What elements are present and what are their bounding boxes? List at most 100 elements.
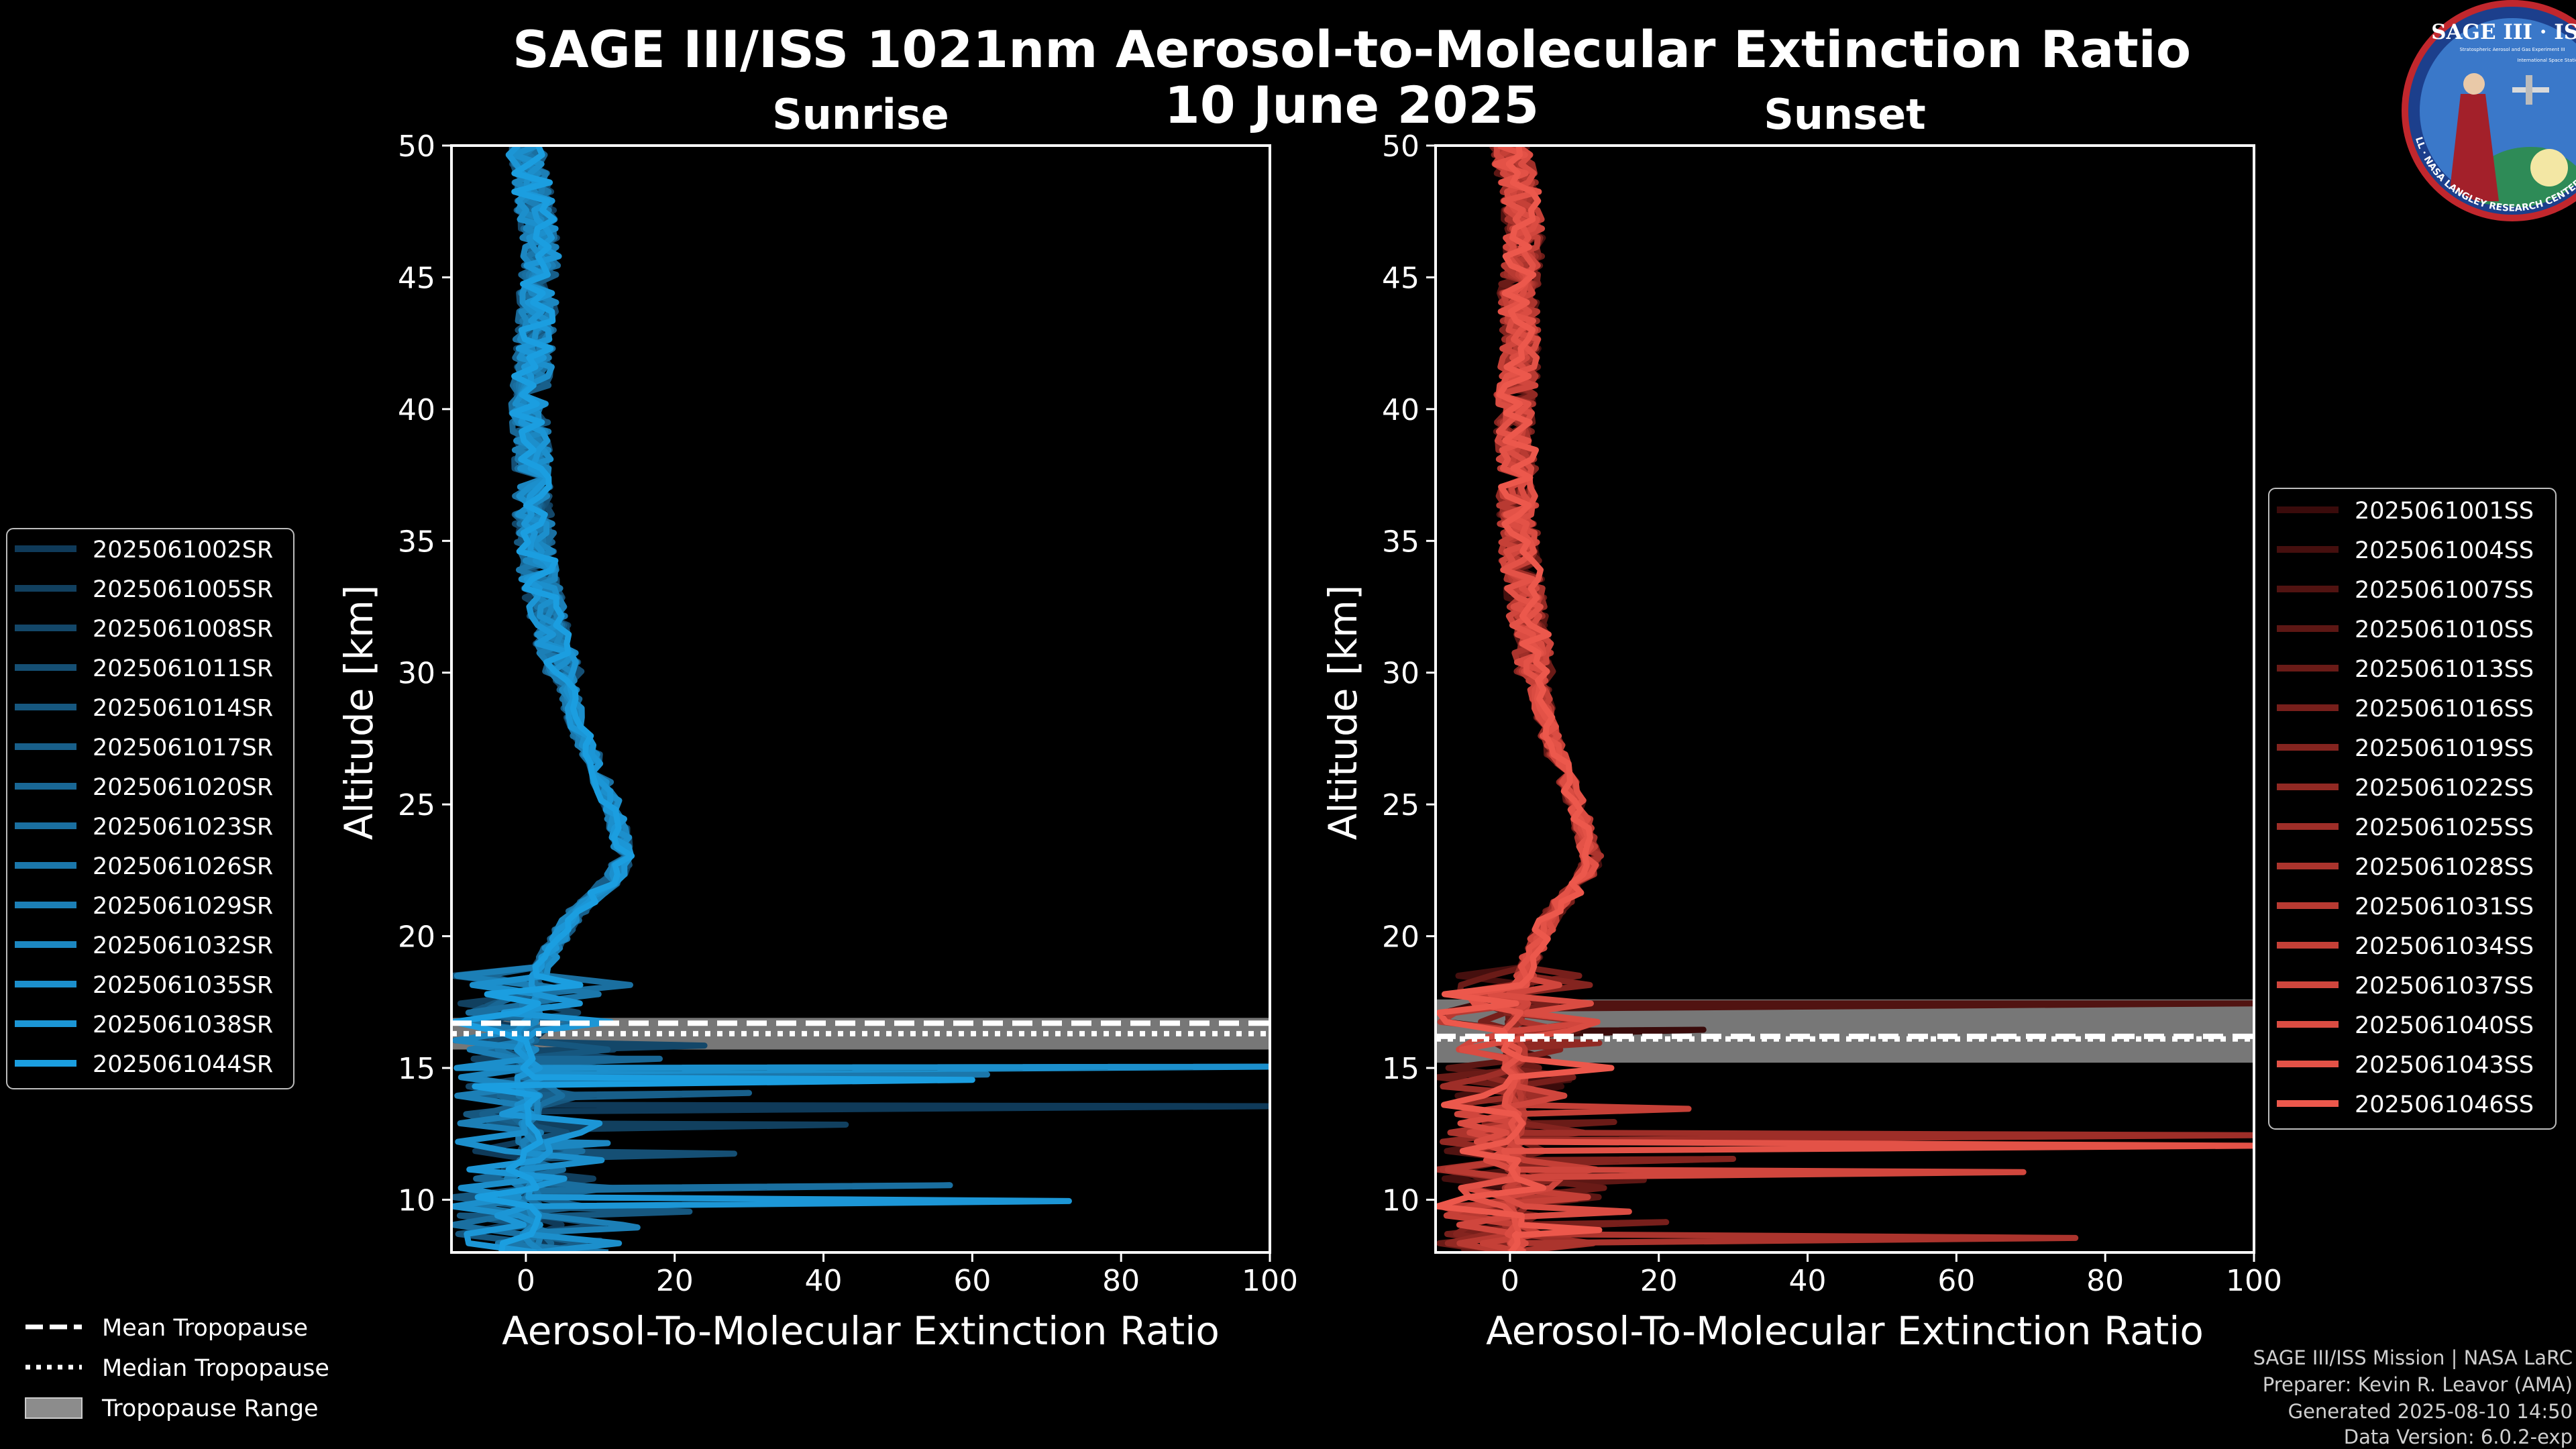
sunset-legend-label: 2025061013SS xyxy=(2355,656,2534,683)
sunrise-legend-label: 2025061032SR xyxy=(93,932,273,959)
sunrise-legend-label: 2025061005SR xyxy=(93,576,273,603)
logo-sun-shape xyxy=(2530,149,2568,186)
figure-title: SAGE III/ISS 1021nm Aerosol-to-Molecular… xyxy=(513,19,2191,79)
sunrise-ytick-label: 15 xyxy=(398,1052,435,1086)
sunset-clip-group xyxy=(1436,146,2254,1252)
sunset-legend-label: 2025061010SS xyxy=(2355,616,2534,643)
sunrise-ytick-label: 40 xyxy=(398,393,435,427)
sunset-legend-label: 2025061043SS xyxy=(2355,1052,2534,1079)
sunrise-legend-label: 2025061011SR xyxy=(93,655,273,682)
sunrise-xtick-label: 0 xyxy=(517,1264,535,1298)
sunrise-legend-label: 2025061020SR xyxy=(93,774,273,801)
sunrise-panel: Sunrise 0 20 40 60 80 100 10 15 20 25 30 35 40 45 50 Aer… xyxy=(336,90,1298,1354)
logo-station-panel xyxy=(2526,75,2532,105)
sunrise-legend-label: 2025061017SR xyxy=(93,735,273,761)
logo-top-text: SAGE III · ISS xyxy=(2431,20,2576,44)
sunset-legend-label: 2025061019SS xyxy=(2355,735,2534,762)
tropopause-legend: Mean Tropopause Median Tropopause Tropop… xyxy=(25,1315,329,1422)
sunset-legend-label: 2025061040SS xyxy=(2355,1012,2534,1039)
figure-date: 10 June 2025 xyxy=(1165,75,1539,135)
sunset-series-line-2025061043SS xyxy=(1458,146,2254,1252)
sunset-ytick-label: 50 xyxy=(1382,129,1419,164)
sunrise-legend-box xyxy=(6,528,294,1089)
sunset-ytick-label: 30 xyxy=(1382,657,1419,691)
sunrise-legend-label: 2025061026SR xyxy=(93,853,273,880)
sunset-legend-box xyxy=(2268,488,2557,1130)
sunrise-legend-label: 2025061029SR xyxy=(93,893,273,920)
sunset-legend-label: 2025061037SS xyxy=(2355,973,2534,1000)
sunset-axes-frame xyxy=(1434,144,2255,1254)
sunrise-legend-label: 2025061044SR xyxy=(93,1051,273,1078)
sunset-ytick-label: 35 xyxy=(1382,525,1419,559)
sunrise-xtick-label: 20 xyxy=(656,1264,694,1298)
sunrise-xtick-label: 40 xyxy=(805,1264,843,1298)
sunrise-ytick-label: 50 xyxy=(398,129,435,164)
sunrise-ytick-label: 20 xyxy=(398,920,435,955)
sunset-legend-label: 2025061007SS xyxy=(2355,577,2534,604)
sunset-legend-label: 2025061025SS xyxy=(2355,814,2534,841)
logo-tiny-text: Stratospheric Aerosol and Gas Experiment… xyxy=(2459,47,2565,52)
sunset-xtick-label: 20 xyxy=(1640,1264,1678,1298)
sunset-legend-label: 2025061034SS xyxy=(2355,933,2534,960)
median-tropopause-label: Median Tropopause xyxy=(102,1355,329,1382)
sunset-panel: Sunset 0 20 40 60 80 100 10 15 20 25 30 35 40 45 50 Aero… xyxy=(1320,90,2282,1354)
sunset-ytick-label: 10 xyxy=(1382,1183,1419,1218)
sunset-plot-area xyxy=(1436,146,2254,1252)
tropopause-range-label: Tropopause Range xyxy=(101,1395,319,1422)
tropopause-range-swatch xyxy=(25,1397,83,1419)
sunrise-legend-label: 2025061002SR xyxy=(93,537,273,564)
sunset-ytick-label: 40 xyxy=(1382,393,1419,427)
sunrise-legend-label: 2025061014SR xyxy=(93,695,273,722)
sunset-legend-label: 2025061001SS xyxy=(2355,498,2534,525)
sunset-legend-label: 2025061046SS xyxy=(2355,1091,2534,1118)
sunset-ytick-label: 25 xyxy=(1382,788,1419,822)
sunset-ytick-label: 45 xyxy=(1382,261,1419,295)
sunset-xtick-label: 100 xyxy=(2226,1264,2282,1298)
sunrise-clip-group xyxy=(451,146,1270,1252)
sunrise-legend-label: 2025061023SR xyxy=(93,814,273,841)
sunset-series-line-2025061046SS xyxy=(1436,146,1615,1252)
sunrise-xaxis-label: Aerosol-To-Molecular Extinction Ratio xyxy=(502,1308,1220,1354)
sunset-legend-items: 2025061001SS 2025061004SS 2025061007SS 2025… xyxy=(2277,498,2534,1118)
sunset-ytick-label: 15 xyxy=(1382,1052,1419,1086)
credit-mission: SAGE III/ISS Mission | NASA LaRC xyxy=(2253,1346,2573,1369)
sunrise-xtick-label: 100 xyxy=(1242,1264,1298,1298)
sunrise-legend-label: 2025061038SR xyxy=(93,1012,273,1038)
sunset-legend-label: 2025061028SS xyxy=(2355,854,2534,881)
sunrise-ytick-label: 35 xyxy=(398,525,435,559)
sunrise-ytick-label: 25 xyxy=(398,788,435,822)
sunrise-ytick-label: 45 xyxy=(398,261,435,295)
sunset-xtick-label: 0 xyxy=(1501,1264,1519,1298)
sunrise-ytick-label: 30 xyxy=(398,657,435,691)
credit-preparer: Preparer: Kevin R. Leavor (AMA) xyxy=(2263,1373,2573,1396)
sunrise-xtick-label: 60 xyxy=(953,1264,991,1298)
sunset-legend-label: 2025061016SS xyxy=(2355,696,2534,722)
credit-data-version: Data Version: 6.0.2-exp xyxy=(2344,1426,2573,1448)
sunrise-panel-title: Sunrise xyxy=(772,90,949,139)
sunrise-yaxis-label: Altitude [km] xyxy=(336,585,382,840)
logo-iss-text: International Space Station xyxy=(2517,58,2576,63)
sunset-xaxis-label: Aerosol-To-Molecular Extinction Ratio xyxy=(1486,1308,2204,1354)
sunrise-xtick-label: 80 xyxy=(1102,1264,1140,1298)
sunrise-legend-items: 2025061002SR 2025061005SR 2025061008SR 2025… xyxy=(15,537,273,1078)
sunset-legend-label: 2025061031SS xyxy=(2355,894,2534,920)
sunset-panel-title: Sunset xyxy=(1764,90,1926,139)
sunset-ytick-label: 20 xyxy=(1382,920,1419,955)
sunset-legend-label: 2025061022SS xyxy=(2355,775,2534,802)
credit-generated: Generated 2025-08-10 14:50 xyxy=(2288,1400,2573,1423)
sunrise-legend-label: 2025061035SR xyxy=(93,972,273,999)
sunrise-series-line-2025061044SR xyxy=(451,146,975,1252)
sunset-legend: 2025061001SS 2025061004SS 2025061007SS 2025… xyxy=(2268,488,2557,1130)
sunset-yaxis-label: Altitude [km] xyxy=(1320,585,1366,840)
logo-figure-robe xyxy=(2449,94,2499,201)
sunrise-legend-label: 2025061008SR xyxy=(93,616,273,643)
sunrise-ytick-label: 10 xyxy=(398,1183,435,1218)
sunrise-axes-frame xyxy=(450,144,1271,1254)
mean-tropopause-label: Mean Tropopause xyxy=(102,1315,308,1342)
sunset-xtick-label: 40 xyxy=(1789,1264,1827,1298)
sunrise-legend: 2025061002SR 2025061005SR 2025061008SR 2025… xyxy=(6,528,294,1089)
sunrise-series-line-2025061035SR xyxy=(451,146,1270,1252)
sunset-xtick-label: 60 xyxy=(1937,1264,1975,1298)
sunset-xtick-label: 80 xyxy=(2086,1264,2124,1298)
